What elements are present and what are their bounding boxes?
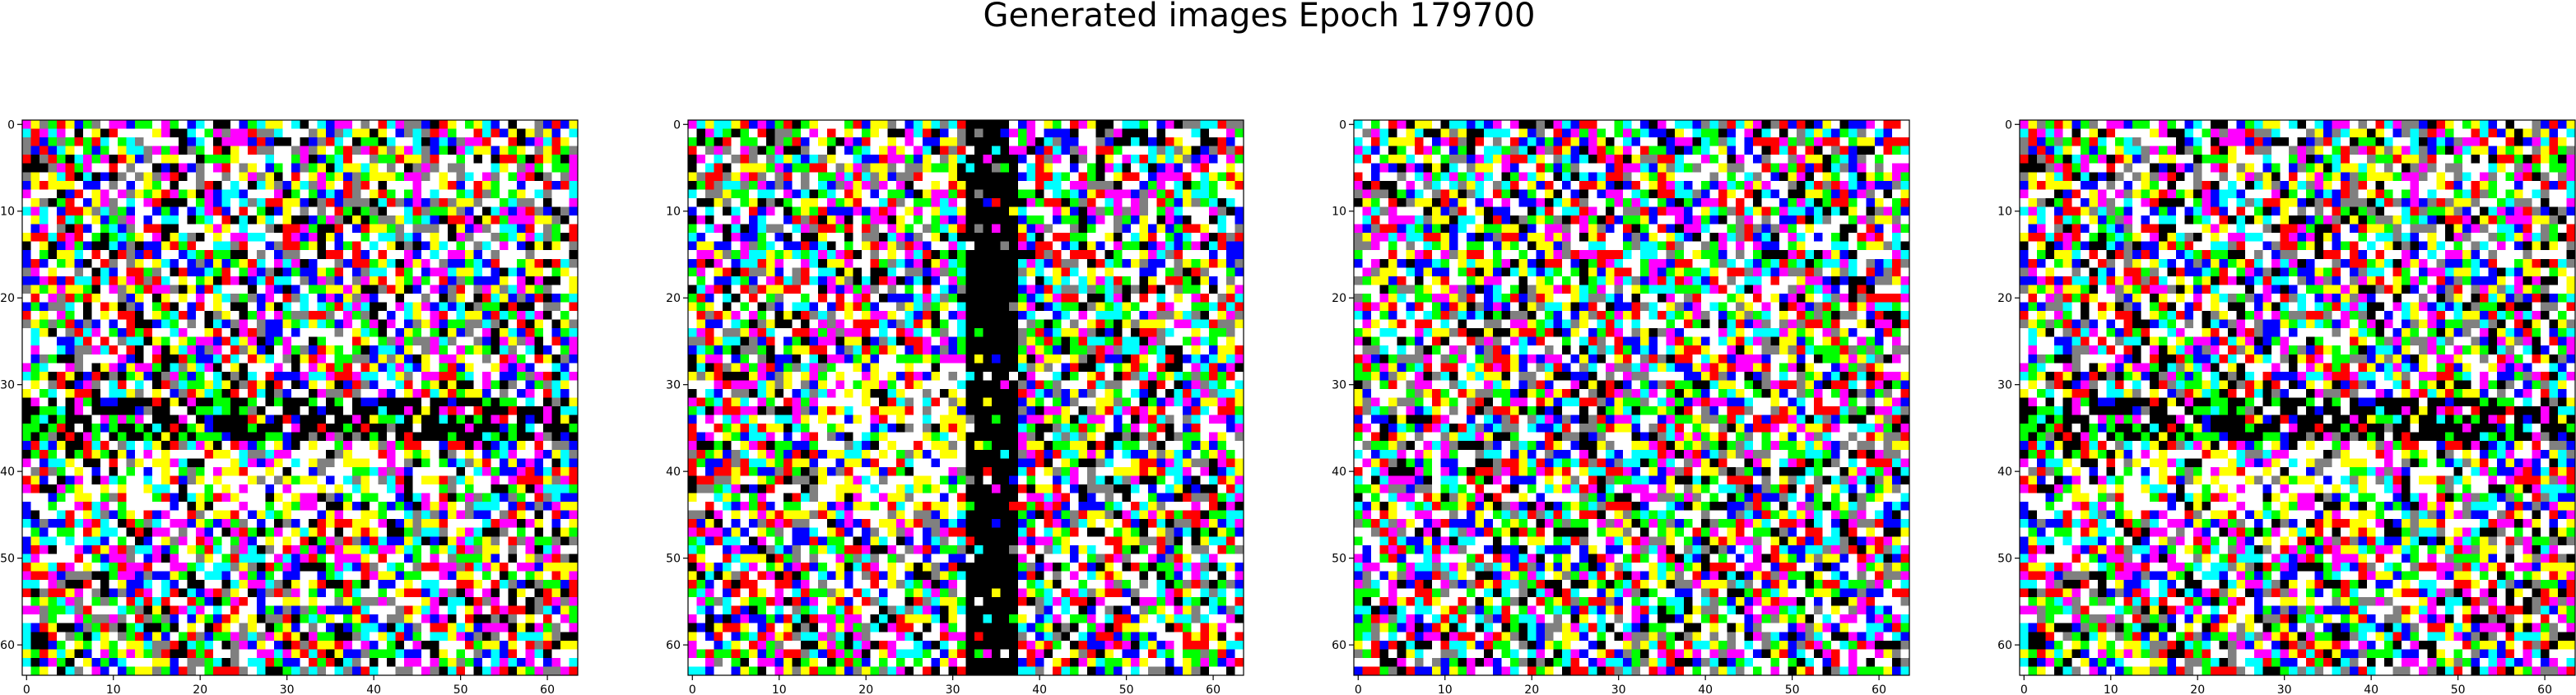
y-tick-label: 60 [0, 639, 15, 652]
y-tick-label: 50 [666, 553, 681, 566]
x-tick-label: 40 [1698, 683, 1713, 695]
x-tick-label: 60 [540, 683, 555, 695]
y-tick-label: 0 [2005, 118, 2012, 132]
y-tick-label: 10 [1997, 206, 2012, 219]
y-tick-label: 20 [1997, 292, 2012, 305]
generated-image-2 [688, 120, 1244, 676]
y-tick-label: 60 [1997, 639, 2012, 652]
x-tick-label: 0 [23, 683, 30, 695]
y-tick-label: 30 [1997, 379, 2012, 392]
x-tick-label: 10 [772, 683, 787, 695]
x-tick-label: 40 [366, 683, 381, 695]
y-tick-label: 40 [1997, 466, 2012, 479]
x-tick-label: 0 [689, 683, 696, 695]
y-tick-label: 30 [1332, 379, 1346, 392]
generated-image-3 [1354, 120, 1910, 676]
y-tick-label: 40 [1332, 466, 1346, 479]
subplot-3: 0 10 20 30 40 50 60 0 10 20 30 40 50 60 [1332, 118, 1910, 695]
y-tick-label: 30 [666, 379, 681, 392]
x-tick-label: 0 [2020, 683, 2028, 695]
x-tick-label: 20 [193, 683, 207, 695]
axes-frame-2 [687, 119, 1244, 676]
x-tick-label: 30 [280, 683, 295, 695]
y-tick-label: 0 [673, 118, 681, 132]
x-tick-label: 0 [1355, 683, 1362, 695]
x-tick-label: 20 [858, 683, 873, 695]
x-tick-label: 60 [1872, 683, 1886, 695]
x-tick-label: 50 [2451, 683, 2466, 695]
x-tick-label: 50 [453, 683, 468, 695]
x-tick-label: 30 [946, 683, 960, 695]
y-tick-label: 30 [0, 379, 15, 392]
generated-image-4 [2020, 120, 2576, 676]
x-tick-label: 50 [1119, 683, 1134, 695]
y-tick-label: 60 [1332, 639, 1346, 652]
subplot-1: 0 10 20 30 40 50 60 0 10 20 30 40 50 60 [0, 118, 579, 695]
axes-frame-3 [1353, 119, 1910, 676]
x-tick-label: 20 [1524, 683, 1539, 695]
x-tick-label: 10 [106, 683, 121, 695]
y-tick-label: 20 [666, 292, 681, 305]
y-tick-label: 20 [1332, 292, 1346, 305]
y-tick-label: 10 [0, 206, 15, 219]
x-tick-label: 40 [2364, 683, 2378, 695]
y-tick-label: 40 [666, 466, 681, 479]
y-tick-label: 10 [1332, 206, 1346, 219]
y-tick-label: 60 [666, 639, 681, 652]
y-tick-label: 50 [0, 553, 15, 566]
x-tick-label: 50 [1785, 683, 1800, 695]
subplot-4: 0 10 20 30 40 50 60 0 10 20 30 40 50 60 [1997, 118, 2576, 695]
x-tick-label: 40 [1032, 683, 1047, 695]
y-tick-label: 10 [666, 206, 681, 219]
y-tick-label: 0 [7, 118, 15, 132]
y-tick-label: 50 [1997, 553, 2012, 566]
x-tick-label: 30 [2277, 683, 2292, 695]
y-tick-label: 50 [1332, 553, 1346, 566]
axes-frame-4 [2019, 119, 2576, 676]
axes-frame-1 [21, 119, 579, 676]
y-tick-label: 0 [1339, 118, 1346, 132]
x-tick-label: 60 [1206, 683, 1221, 695]
x-tick-label: 10 [1438, 683, 1453, 695]
subplot-2: 0 10 20 30 40 50 60 0 10 20 30 40 50 60 [666, 118, 1244, 695]
x-tick-label: 10 [2104, 683, 2118, 695]
y-tick-label: 40 [0, 466, 15, 479]
figure-title: Generated images Epoch 179700 [983, 0, 1536, 35]
x-tick-label: 20 [2190, 683, 2205, 695]
y-tick-label: 20 [0, 292, 15, 305]
generated-image-1 [22, 120, 579, 676]
x-tick-label: 30 [1611, 683, 1626, 695]
x-tick-label: 60 [2537, 683, 2552, 695]
